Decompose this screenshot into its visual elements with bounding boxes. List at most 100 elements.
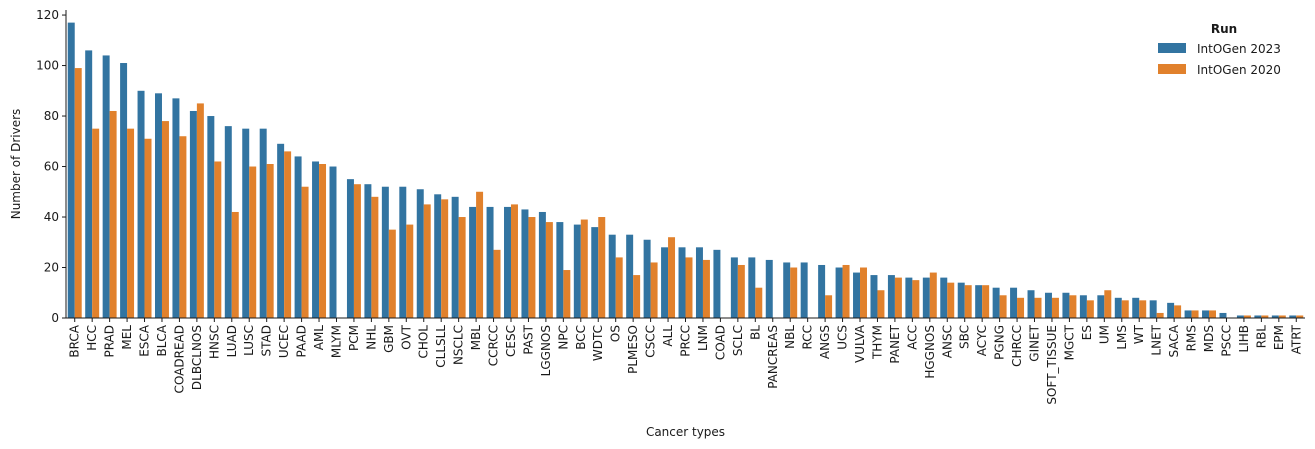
x-tick-label: PCM — [347, 325, 361, 351]
x-tick-label: HCC — [85, 325, 99, 351]
bar-lggnos-intogen-2020 — [545, 222, 553, 318]
bar-wt-intogen-2023 — [1132, 297, 1140, 318]
bar-hnsc-intogen-2020 — [214, 161, 222, 318]
bar-lnm-intogen-2023 — [695, 247, 703, 318]
bar-prcc-intogen-2023 — [678, 247, 686, 318]
x-tick-label: PRCC — [679, 325, 693, 357]
bar-esca-intogen-2023 — [137, 90, 145, 318]
x-tick-label: AML — [312, 325, 326, 351]
y-tick-label: 0 — [51, 311, 59, 325]
bar-saca-intogen-2020 — [1174, 305, 1182, 318]
x-tick-label: PAAD — [295, 325, 309, 357]
bar-all-intogen-2023 — [661, 247, 669, 318]
bar-angs-intogen-2020 — [825, 295, 833, 318]
bar-pcm-intogen-2020 — [353, 184, 361, 318]
bar-cscc-intogen-2020 — [650, 262, 658, 318]
bar-pancreas-intogen-2023 — [765, 259, 773, 318]
bar-es-intogen-2020 — [1086, 300, 1094, 318]
legend-label-intogen-2020: IntOGen 2020 — [1197, 63, 1281, 77]
bar-lnet-intogen-2020 — [1156, 312, 1164, 318]
bar-pcm-intogen-2023 — [346, 179, 354, 318]
bar-rbl-intogen-2020 — [1261, 315, 1269, 318]
bar-vulva-intogen-2020 — [860, 267, 867, 318]
bar-bl-intogen-2020 — [755, 287, 763, 318]
y-tick-label: 120 — [36, 8, 59, 22]
bar-hcc-intogen-2023 — [85, 50, 93, 318]
x-tick-label: CCRCC — [487, 325, 501, 366]
bar-dlbclnos-intogen-2023 — [189, 110, 197, 318]
x-tick-label: CHOL — [417, 325, 431, 359]
x-tick-label: PANET — [888, 324, 902, 363]
bar-soft-tissue-intogen-2023 — [1044, 292, 1052, 318]
bar-ovt-intogen-2020 — [406, 224, 414, 318]
bar-brca-intogen-2023 — [67, 22, 75, 319]
bar-rcc-intogen-2023 — [800, 262, 808, 318]
bar-nsclc-intogen-2023 — [451, 196, 459, 318]
x-tick-label: LGGNOS — [539, 325, 553, 376]
bar-bcc-intogen-2023 — [573, 224, 581, 318]
bar-angs-intogen-2023 — [818, 264, 826, 318]
bar-ovt-intogen-2023 — [399, 186, 407, 318]
bar-mgct-intogen-2020 — [1069, 295, 1077, 318]
bar-lihb-intogen-2023 — [1236, 315, 1244, 318]
x-tick-label: UM — [1097, 325, 1111, 344]
bar-mlym-intogen-2023 — [329, 166, 337, 318]
bar-bcc-intogen-2020 — [580, 219, 588, 318]
bar-acyc-intogen-2020 — [982, 285, 990, 318]
bar-ansc-intogen-2023 — [940, 277, 948, 318]
bar-wt-intogen-2020 — [1139, 300, 1147, 318]
bar-lusc-intogen-2020 — [249, 166, 257, 318]
bar-hggnos-intogen-2020 — [929, 272, 937, 318]
x-tick-label: PSCC — [1219, 325, 1233, 357]
bar-coad-intogen-2023 — [713, 249, 721, 318]
x-tick-label: PAST — [521, 324, 535, 354]
x-tick-label: THYM — [870, 325, 884, 360]
x-tick-label: DLBCLNOS — [190, 325, 204, 390]
bar-um-intogen-2020 — [1104, 290, 1112, 318]
x-tick-label: WT — [1132, 324, 1146, 344]
legend-label-intogen-2023: IntOGen 2023 — [1197, 42, 1281, 56]
bar-panet-intogen-2020 — [894, 277, 902, 318]
bar-cesc-intogen-2020 — [510, 204, 518, 318]
bar-gbm-intogen-2023 — [381, 186, 389, 318]
x-tick-label: BRCA — [68, 324, 82, 357]
bar-atrt-intogen-2023 — [1289, 315, 1297, 318]
bar-bl-intogen-2023 — [748, 257, 756, 318]
x-tick-label: GBM — [382, 325, 396, 353]
bar-sclc-intogen-2023 — [730, 257, 738, 318]
bar-luad-intogen-2020 — [231, 211, 239, 318]
x-tick-label: CHRCC — [1010, 325, 1024, 367]
x-tick-label: EPM — [1272, 325, 1286, 350]
x-tick-label: MGCT — [1062, 324, 1076, 360]
bar-wdtc-intogen-2023 — [591, 227, 599, 318]
legend: Run IntOGen 2023 IntOGen 2020 — [1158, 22, 1281, 77]
bar-pgng-intogen-2023 — [992, 287, 1000, 318]
bar-nbl-intogen-2023 — [783, 262, 791, 318]
bar-lggnos-intogen-2023 — [538, 211, 546, 318]
y-axis-ticks: 0 20 40 60 80 100 120 — [36, 8, 66, 325]
x-tick-label: ANGS — [818, 325, 832, 359]
x-tick-label: MEL — [120, 325, 134, 350]
x-tick-label: SCLC — [731, 325, 745, 356]
legend-title: Run — [1211, 22, 1237, 36]
x-tick-label: ANSC — [940, 325, 954, 358]
bar-nhl-intogen-2023 — [364, 184, 372, 318]
bar-panet-intogen-2023 — [887, 275, 895, 318]
x-tick-label: ATRT — [1289, 324, 1303, 354]
x-tick-label: SACA — [1167, 324, 1181, 357]
bar-epm-intogen-2020 — [1278, 315, 1286, 318]
y-tick-label: 20 — [44, 261, 59, 275]
x-tick-label: PGNG — [993, 325, 1007, 360]
bar-dlbclnos-intogen-2020 — [196, 103, 204, 318]
x-tick-label: LIHB — [1237, 325, 1251, 352]
bar-os-intogen-2020 — [615, 257, 623, 318]
bar-coadread-intogen-2023 — [172, 98, 180, 318]
bar-wdtc-intogen-2020 — [598, 217, 606, 318]
x-tick-label: MDS — [1202, 325, 1216, 352]
bar-prad-intogen-2020 — [109, 110, 117, 318]
bar-lnm-intogen-2020 — [702, 259, 710, 318]
bar-acc-intogen-2020 — [912, 280, 920, 318]
x-tick-label: PLMESO — [626, 325, 640, 374]
bar-lihb-intogen-2020 — [1243, 315, 1251, 318]
bar-sclc-intogen-2020 — [737, 264, 745, 318]
